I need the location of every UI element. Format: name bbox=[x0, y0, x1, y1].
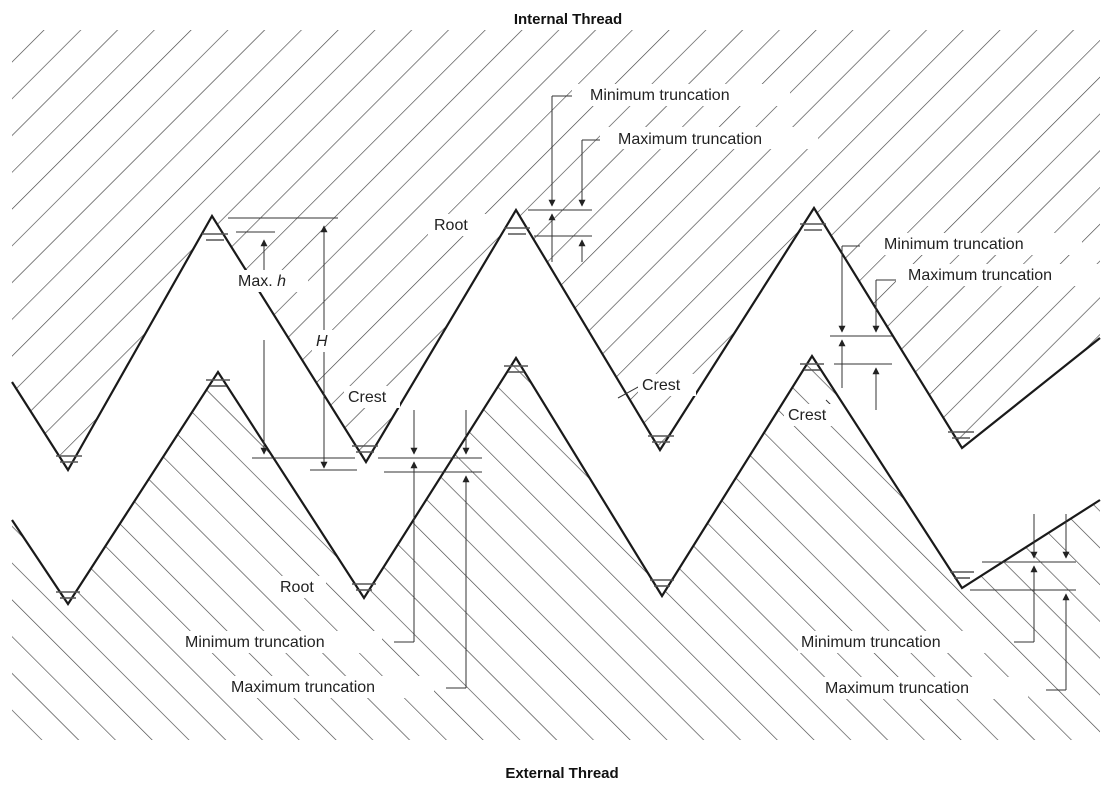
internal-thread-title: Internal Thread bbox=[514, 11, 622, 28]
minimum-truncation-label-bottom-left: Minimum truncation bbox=[185, 634, 325, 651]
minimum-truncation-label-right-top: Minimum truncation bbox=[884, 236, 1024, 253]
external-root-truncation-dims-right bbox=[970, 514, 1076, 691]
maximum-truncation-label-right-top: Maximum truncation bbox=[908, 267, 1052, 284]
label-backgrounds bbox=[182, 8, 1110, 784]
external-root-truncation-dims bbox=[378, 410, 482, 689]
max-h-label: Max. h bbox=[238, 273, 286, 290]
root-label-internal: Root bbox=[434, 217, 468, 234]
internal-thread-body bbox=[11, 30, 1101, 473]
maximum-truncation-label-bottom-right: Maximum truncation bbox=[825, 680, 969, 697]
root-label-external: Root bbox=[280, 579, 314, 596]
crest-label-internal-left: Crest bbox=[348, 389, 387, 406]
truncation-marks bbox=[56, 223, 974, 599]
internal-root-truncation-dims bbox=[528, 95, 602, 262]
external-thread-title: External Thread bbox=[505, 765, 618, 782]
internal-root-truncation-dims-right bbox=[830, 245, 896, 410]
H-label: H bbox=[316, 333, 328, 350]
maximum-truncation-label-bottom-left: Maximum truncation bbox=[231, 679, 375, 696]
crest-label-internal-center: Crest bbox=[642, 377, 681, 394]
crest-label-external-right: Crest bbox=[788, 407, 827, 424]
minimum-truncation-label-top: Minimum truncation bbox=[590, 87, 730, 104]
minimum-truncation-label-bottom-right: Minimum truncation bbox=[801, 634, 941, 651]
maximum-truncation-label-top: Maximum truncation bbox=[618, 131, 762, 148]
